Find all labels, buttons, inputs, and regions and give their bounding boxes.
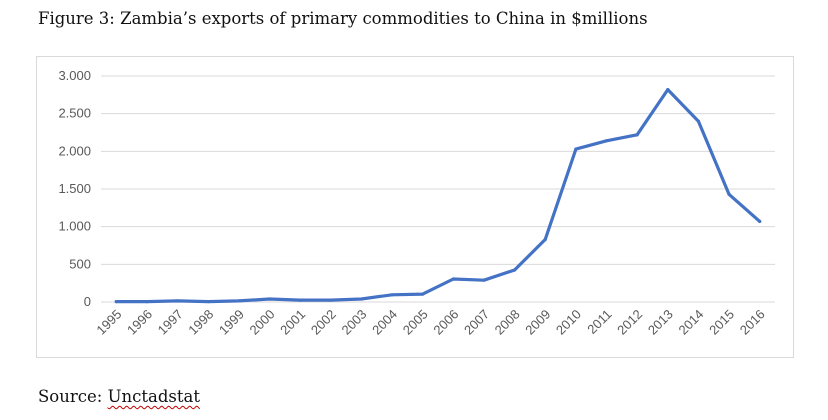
x-tick-label: 2005: [400, 307, 431, 338]
source-name: Unctadstat: [107, 387, 200, 406]
x-tick-label: 2012: [614, 307, 645, 338]
figure-title: Figure 3: Zambia’s exports of primary co…: [38, 9, 648, 28]
x-tick-label: 2008: [492, 307, 523, 338]
x-tick-label: 1997: [155, 307, 186, 338]
data-point: [175, 299, 180, 303]
data-point: [543, 237, 547, 242]
x-tick-label: 2002: [308, 307, 339, 338]
x-tick-label: 1998: [185, 307, 216, 338]
x-tick-label: 2014: [675, 307, 706, 338]
data-point: [145, 300, 149, 304]
chart-area: 0 500 1.000 1.500 2.000 2.500 3.000 1995 1996 199…: [36, 56, 794, 358]
x-tick-label: 1996: [124, 307, 155, 338]
x-tick-label: 1999: [216, 307, 247, 338]
x-tick-label: 2013: [645, 307, 676, 338]
data-point: [206, 300, 210, 304]
y-tick-label: 0: [84, 294, 91, 309]
data-point: [512, 268, 517, 272]
x-tick-label: 2007: [461, 307, 492, 338]
x-tick-label: 2001: [277, 307, 308, 338]
x-tick-label: 2003: [338, 307, 369, 338]
data-point: [329, 298, 333, 302]
data-point: [727, 192, 731, 196]
x-tick-label: 2010: [553, 307, 584, 338]
source-note: Source: Unctadstat: [38, 387, 200, 406]
data-point: [604, 139, 609, 143]
data-point: [298, 298, 302, 302]
data-point: [696, 119, 701, 123]
x-tick-label: 2006: [430, 307, 461, 338]
y-tick-label: 1.500: [58, 181, 91, 196]
x-tick-label: 1995: [93, 307, 124, 338]
x-tick-label: 2015: [706, 307, 737, 338]
x-tick-label: 2011: [584, 307, 614, 337]
x-tick-label: 2000: [247, 307, 278, 338]
data-point: [421, 292, 425, 296]
y-tick-label: 500: [69, 256, 91, 271]
data-point: [666, 87, 670, 92]
data-point: [390, 293, 394, 297]
y-tick-label: 2.000: [58, 143, 91, 158]
data-point: [758, 219, 762, 223]
x-tick-label: 2016: [737, 307, 768, 338]
data-point: [574, 147, 578, 151]
x-tick-label: 2004: [369, 307, 400, 338]
y-tick-label: 2.500: [58, 106, 91, 121]
data-point: [267, 297, 272, 301]
data-point: [635, 133, 639, 137]
y-tick-label: 1.000: [58, 219, 91, 234]
data-point: [237, 299, 241, 303]
y-tick-label: 3.000: [58, 68, 91, 83]
series-line: [114, 87, 762, 304]
data-point: [114, 300, 118, 304]
data-point: [451, 277, 455, 281]
x-tick-label: 2009: [522, 307, 553, 338]
data-point: [359, 297, 364, 301]
data-point: [482, 278, 486, 282]
source-label: Source:: [38, 387, 103, 406]
